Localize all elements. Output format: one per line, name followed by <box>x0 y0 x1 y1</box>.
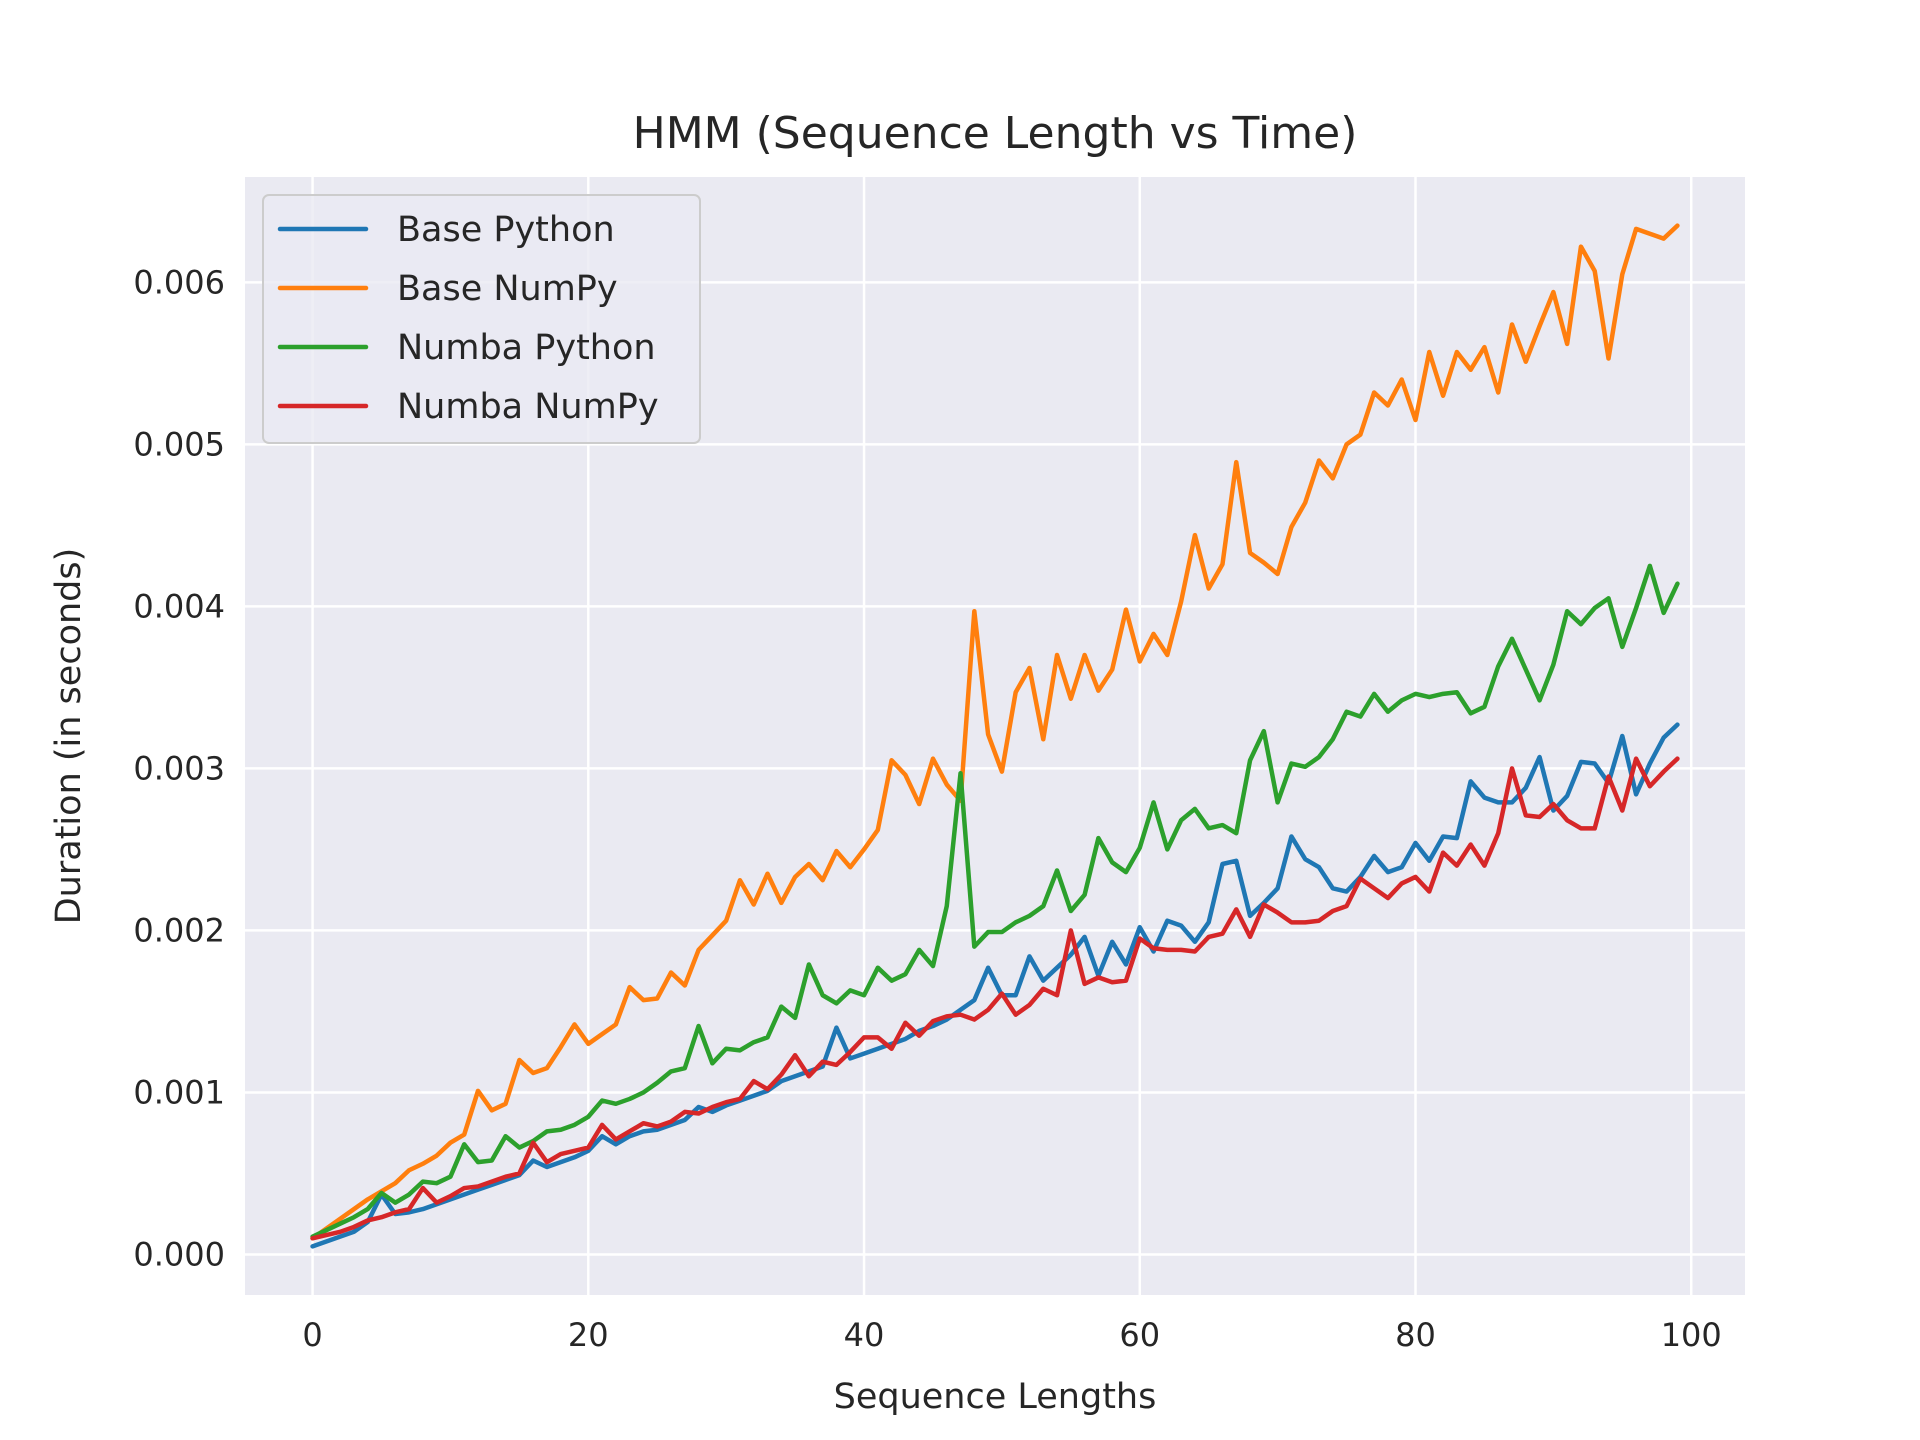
series-line-base-python <box>310 722 1680 1249</box>
y-tick-label: 0.003 <box>133 749 225 787</box>
y-tick-label: 0.004 <box>133 587 225 625</box>
y-axis-title: Duration (in seconds) <box>49 548 89 925</box>
x-tick-label: 20 <box>568 1316 609 1354</box>
chart-title: HMM (Sequence Length vs Time) <box>633 108 1358 159</box>
series-line-base-numpy <box>310 223 1680 1241</box>
y-tick-label: 0.002 <box>133 911 225 949</box>
legend-label-numba-python: Numba Python <box>397 328 656 368</box>
x-axis-title: Sequence Lengths <box>834 1377 1157 1417</box>
y-axis-ticks: 0.000 0.001 0.002 0.003 0.004 0.005 0.006 <box>133 263 225 1273</box>
y-tick-label: 0.000 <box>133 1235 225 1273</box>
legend: Base Python Base NumPy Numba Python Numba N… <box>262 194 701 444</box>
x-tick-label: 100 <box>1661 1316 1722 1354</box>
legend-label-numba-numpy: Numba NumPy <box>397 387 659 427</box>
series-lines <box>310 223 1680 1249</box>
y-tick-label: 0.005 <box>133 425 225 463</box>
series-line-numba-numpy <box>310 756 1680 1241</box>
legend-label-base-python: Base Python <box>397 210 615 250</box>
y-tick-label: 0.001 <box>133 1073 225 1111</box>
x-axis-ticks: 0 20 40 60 80 100 <box>302 1316 1721 1354</box>
x-tick-label: 40 <box>844 1316 885 1354</box>
y-tick-label: 0.006 <box>133 263 225 301</box>
legend-label-base-numpy: Base NumPy <box>397 269 618 309</box>
x-tick-label: 0 <box>302 1316 322 1354</box>
series-line-numba-python <box>310 563 1680 1239</box>
x-tick-label: 80 <box>1395 1316 1436 1354</box>
legend-box <box>262 194 701 444</box>
x-tick-label: 60 <box>1119 1316 1160 1354</box>
